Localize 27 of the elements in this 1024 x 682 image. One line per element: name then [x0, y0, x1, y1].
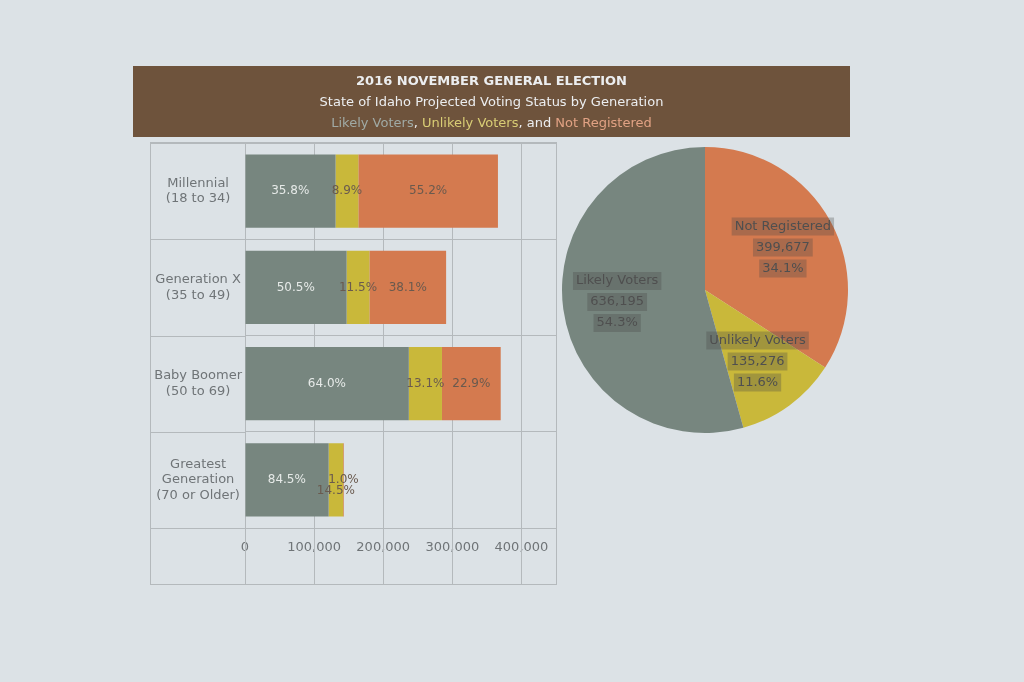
slice-label: Unlikely Voters — [709, 331, 807, 347]
x-tick-label: 300,000 — [425, 539, 480, 555]
y-tick-label: Baby Boomer (50 to 69) — [154, 367, 243, 398]
series-label: Likely Voters — [331, 115, 414, 130]
annotation: 35.8% — [271, 183, 310, 198]
y-tick-label: Greatest Generation (70 or Older) — [156, 455, 240, 502]
text: Unlikely Voters — [421, 115, 519, 130]
annotation: 55.2% — [409, 183, 448, 198]
text: Not Registered — [555, 115, 652, 130]
y-tick-label: Generation X (35 to 49) — [155, 270, 241, 302]
x-tick-label: 400,000 — [494, 539, 549, 555]
data-label: 399,677 34.1% — [755, 238, 810, 275]
text: , — [413, 115, 418, 130]
slice-label: Not Registered — [734, 217, 832, 233]
x-tick-label: 200,000 — [356, 539, 411, 555]
annotation: 84.5% — [267, 472, 306, 486]
chart-title: 2016 NOVEMBER GENERAL ELECTION — [355, 72, 628, 90]
data-label: 135,276 11.6% — [730, 352, 785, 389]
annotation: 64.0% — [307, 375, 346, 390]
y-tick-label: Millennial (18 to 34) — [165, 174, 231, 206]
annotation: 22.9% — [452, 375, 491, 390]
chart-subtitle: State of Idaho Projected Voting Status by Generation — [318, 93, 665, 111]
annotation: 50.5% — [276, 279, 315, 294]
x-tick-label: 100,000 — [287, 539, 341, 555]
bar — [245, 347, 409, 421]
text: , and — [518, 115, 552, 130]
annotation: 38.1% — [388, 279, 427, 294]
